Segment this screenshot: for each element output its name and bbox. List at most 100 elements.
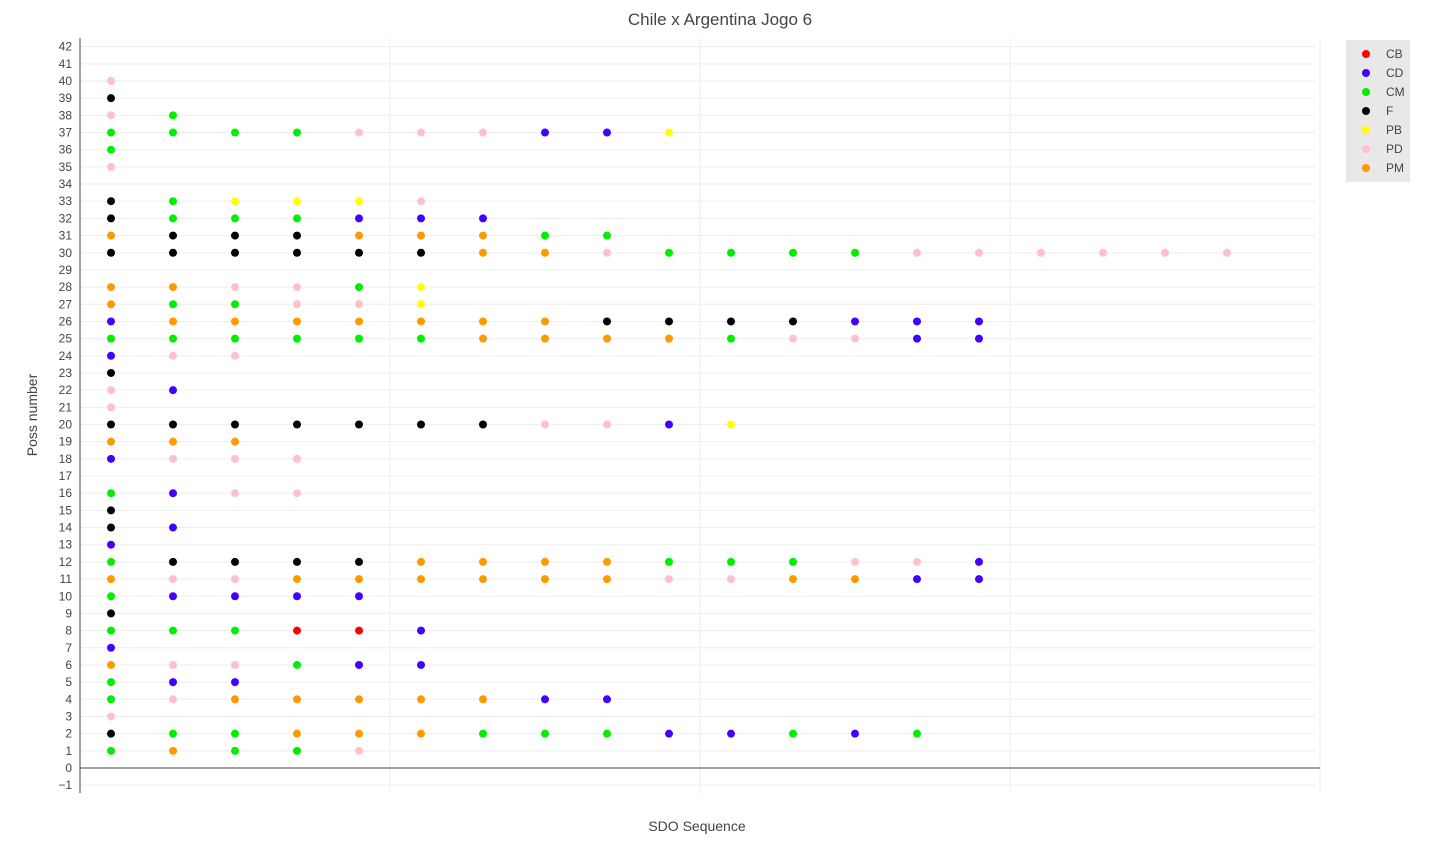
data-point-pm	[479, 334, 487, 343]
data-point-cd	[169, 386, 177, 395]
legend-marker-pb	[1362, 126, 1370, 134]
data-point-pm	[479, 231, 487, 240]
y-tick-label: 9	[65, 606, 72, 620]
data-point-cm	[355, 334, 363, 343]
data-point-pd	[169, 660, 177, 669]
data-point-cm	[107, 489, 115, 498]
y-tick-label: 0	[65, 761, 72, 775]
data-point-cm	[107, 746, 115, 755]
y-tick-label: 10	[59, 589, 73, 603]
data-point-cm	[293, 746, 301, 755]
data-point-pm	[479, 317, 487, 326]
legend-marker-pd	[1362, 145, 1370, 153]
data-point-cm	[169, 197, 177, 206]
data-point-pm	[293, 317, 301, 326]
data-point-pb	[231, 197, 239, 206]
data-point-cb	[355, 626, 363, 635]
data-point-f	[169, 557, 177, 566]
data-point-cm	[231, 729, 239, 738]
data-point-pb	[417, 283, 425, 292]
data-point-pd	[169, 454, 177, 463]
legend-marker-cd	[1362, 69, 1370, 77]
y-tick-label: 34	[59, 177, 73, 191]
data-point-cm	[603, 231, 611, 240]
data-point-pm	[107, 283, 115, 292]
data-point-pd	[107, 403, 115, 412]
legend-marker-cb	[1362, 50, 1370, 58]
data-point-pd	[293, 283, 301, 292]
data-point-pd	[1223, 248, 1231, 257]
y-tick-label: 22	[59, 383, 73, 397]
y-tick-label: 26	[59, 314, 73, 328]
data-point-cm	[231, 300, 239, 309]
y-tick-label: 25	[59, 332, 73, 346]
data-point-f	[293, 557, 301, 566]
data-point-cm	[107, 128, 115, 137]
data-point-pd	[231, 660, 239, 669]
data-point-cd	[603, 128, 611, 137]
data-point-cm	[107, 678, 115, 687]
data-point-pm	[169, 283, 177, 292]
y-tick-label: 36	[59, 143, 73, 157]
chart-title: Chile x Argentina Jogo 6	[628, 10, 812, 29]
data-point-cm	[169, 729, 177, 738]
data-point-pm	[541, 575, 549, 584]
y-tick-label: 23	[59, 366, 73, 380]
data-point-cm	[727, 557, 735, 566]
data-point-f	[107, 506, 115, 515]
y-tick-label: 28	[59, 280, 73, 294]
y-tick-label: 27	[59, 297, 73, 311]
data-point-pd	[169, 695, 177, 704]
data-point-pd	[107, 111, 115, 120]
data-point-pm	[355, 231, 363, 240]
data-point-f	[789, 317, 797, 326]
data-point-cd	[541, 695, 549, 704]
data-point-pm	[541, 334, 549, 343]
data-point-cd	[975, 575, 983, 584]
data-point-cm	[231, 128, 239, 137]
data-point-pd	[417, 128, 425, 137]
data-point-f	[107, 214, 115, 223]
axes: −101234567891011121314151617181920212223…	[58, 38, 1320, 793]
data-point-f	[107, 197, 115, 206]
data-point-pb	[355, 197, 363, 206]
data-point-pm	[479, 557, 487, 566]
data-point-cm	[231, 746, 239, 755]
data-point-pd	[603, 420, 611, 429]
data-point-pm	[541, 557, 549, 566]
data-point-cm	[169, 111, 177, 120]
data-point-f	[603, 317, 611, 326]
data-point-pd	[231, 351, 239, 360]
data-point-f	[231, 420, 239, 429]
data-points	[107, 77, 1231, 755]
data-point-cd	[851, 729, 859, 738]
data-point-cm	[231, 334, 239, 343]
data-point-f	[479, 420, 487, 429]
data-point-cd	[603, 695, 611, 704]
data-point-cm	[727, 248, 735, 257]
data-point-cm	[293, 214, 301, 223]
data-point-pb	[293, 197, 301, 206]
y-tick-label: 15	[59, 503, 73, 517]
data-point-cm	[169, 128, 177, 137]
y-tick-label: 20	[59, 418, 73, 432]
data-point-f	[169, 231, 177, 240]
data-point-pd	[231, 454, 239, 463]
data-point-pm	[851, 575, 859, 584]
data-point-pm	[417, 695, 425, 704]
legend-marker-f	[1362, 107, 1370, 115]
data-point-cd	[169, 678, 177, 687]
data-point-cm	[479, 729, 487, 738]
data-point-pm	[417, 231, 425, 240]
data-point-pb	[665, 128, 673, 137]
data-point-cm	[603, 729, 611, 738]
data-point-pm	[169, 437, 177, 446]
data-point-cd	[107, 454, 115, 463]
y-tick-label: 3	[65, 709, 72, 723]
data-point-cd	[913, 317, 921, 326]
data-point-f	[665, 317, 673, 326]
data-point-pd	[1161, 248, 1169, 257]
data-point-pm	[417, 575, 425, 584]
